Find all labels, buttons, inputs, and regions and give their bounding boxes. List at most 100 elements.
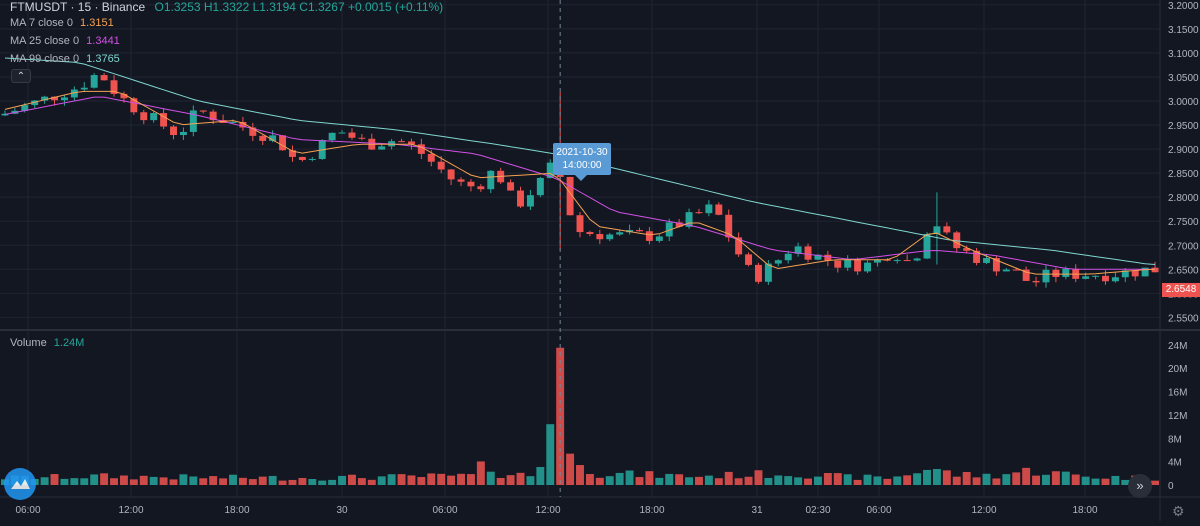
- volume-tick-label: 24M: [1168, 341, 1187, 352]
- candle-body: [1111, 277, 1119, 282]
- volume-bar: [833, 473, 842, 485]
- time-tick-label: 06:00: [866, 505, 891, 516]
- price-tick-label: 2.5500: [1168, 313, 1199, 324]
- ma7-legend[interactable]: MA 7 close 0 1.3151: [10, 16, 114, 30]
- volume-bar: [1002, 474, 1011, 485]
- candle-body: [616, 232, 624, 235]
- volume-legend[interactable]: Volume 1.24M: [10, 336, 84, 350]
- ma25-legend[interactable]: MA 25 close 0 1.3441: [10, 34, 120, 48]
- candle-body: [774, 260, 782, 264]
- symbol-label[interactable]: FTMUSDT · 15 · Binance: [10, 0, 146, 14]
- time-tick-label: 18:00: [1072, 505, 1097, 516]
- double-chevron-right-icon[interactable]: »: [1128, 474, 1152, 498]
- volume-bar: [1151, 480, 1160, 485]
- candle-body: [21, 105, 29, 111]
- candle-body: [893, 260, 901, 262]
- candle-body: [705, 204, 713, 214]
- candle-body: [289, 150, 296, 157]
- candle-body: [1121, 270, 1129, 278]
- candle-body: [80, 87, 88, 90]
- volume-bar: [357, 478, 366, 485]
- gear-icon[interactable]: ⚙: [1172, 503, 1185, 519]
- price-tick-label: 2.9000: [1168, 145, 1199, 156]
- candle-body: [536, 177, 544, 196]
- volume-bar: [90, 474, 99, 485]
- candle-body: [665, 222, 673, 237]
- ma7-line: [4, 90, 1156, 275]
- volume-bar: [427, 473, 436, 485]
- volume-bar: [714, 478, 723, 485]
- volume-bar: [1032, 475, 1041, 485]
- candle-body: [378, 146, 386, 150]
- price-tick-label: 3.1500: [1168, 25, 1199, 36]
- ma99-legend[interactable]: MA 99 close 0 1.3765: [10, 52, 120, 66]
- volume-bar: [1081, 476, 1090, 485]
- volume-bar: [308, 478, 317, 485]
- candle-body: [546, 162, 554, 178]
- candle-body: [1, 113, 9, 116]
- volume-bar: [169, 479, 178, 485]
- tradingview-logo-icon[interactable]: [4, 468, 36, 500]
- volume-bar: [40, 477, 49, 485]
- price-tick-label: 3.2000: [1168, 1, 1199, 12]
- chevron-up-icon[interactable]: ⌃: [11, 69, 31, 83]
- time-tick-label: 02:30: [805, 505, 830, 516]
- candle-body: [725, 214, 733, 238]
- volume-bar: [476, 461, 485, 485]
- time-tick-label: 12:00: [535, 505, 560, 516]
- candle-body: [348, 132, 356, 138]
- time-tick-label: 18:00: [639, 505, 664, 516]
- volume-tick-label: 20M: [1168, 364, 1187, 375]
- volume-bar: [952, 476, 961, 485]
- volume-bar: [704, 475, 713, 485]
- volume-bar: [189, 476, 198, 485]
- volume-bar: [992, 478, 1001, 485]
- volume-bar: [1101, 478, 1110, 485]
- price-tick-label: 2.9500: [1168, 121, 1199, 132]
- volume-bar: [268, 475, 277, 485]
- candle-body: [526, 195, 534, 207]
- candle-body: [51, 96, 58, 101]
- volume-bar: [387, 474, 396, 485]
- volume-bar: [119, 475, 128, 485]
- candle-body: [259, 135, 267, 141]
- candle-body: [645, 231, 653, 241]
- candle-body: [923, 234, 931, 259]
- candle-body: [943, 226, 951, 233]
- volume-bar: [1051, 471, 1060, 485]
- candle-body: [1082, 276, 1090, 279]
- volume-bar: [645, 471, 654, 485]
- ma25-value: 1.3441: [86, 35, 120, 47]
- volume-bar: [1061, 471, 1070, 485]
- volume-bar: [60, 478, 69, 485]
- candle-body: [586, 232, 594, 234]
- time-tick-label: 06:00: [432, 505, 457, 516]
- ma25-line: [4, 96, 1155, 270]
- volume-bar: [576, 465, 584, 485]
- symbol-legend: FTMUSDT · 15 · Binance O1.3253 H1.3322 L…: [10, 0, 443, 14]
- volume-bar: [695, 476, 703, 485]
- volume-bar: [199, 478, 208, 485]
- ma7-value: 1.3151: [80, 17, 114, 29]
- candle-body: [457, 179, 465, 182]
- volume-bar: [744, 476, 753, 485]
- volume-bar: [516, 472, 525, 485]
- volume-bar: [437, 473, 446, 485]
- volume-bar: [794, 477, 803, 485]
- tooltip-time: 14:00:00: [562, 160, 602, 171]
- candle-body: [903, 260, 911, 262]
- candle-body: [1012, 269, 1020, 271]
- ma99-label: MA 99 close 0: [10, 53, 80, 65]
- price-tick-label: 2.8500: [1168, 169, 1199, 180]
- volume-bar: [982, 473, 991, 485]
- volume-bar: [338, 475, 347, 485]
- candle-body: [1131, 270, 1139, 277]
- candle-body: [1151, 267, 1159, 273]
- candle-body: [31, 100, 39, 106]
- candle-body: [715, 204, 723, 215]
- price-tick-label: 2.8000: [1168, 193, 1199, 204]
- candle-body: [675, 222, 683, 227]
- volume-bar: [50, 474, 59, 485]
